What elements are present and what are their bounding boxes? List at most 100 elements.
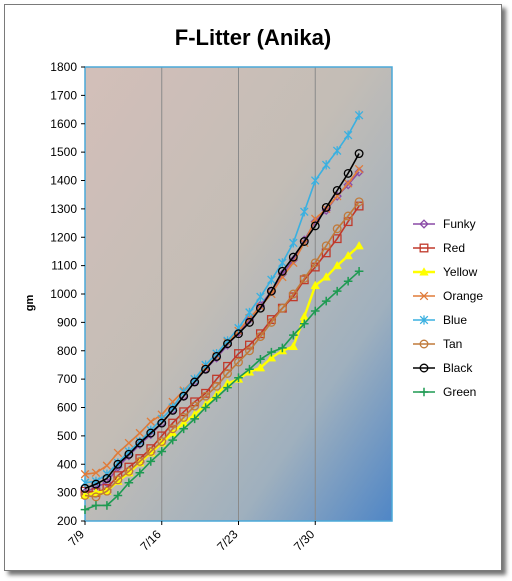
data-point-black — [168, 405, 178, 415]
legend-label-funky: Funky — [443, 217, 476, 231]
legend-label-blue: Blue — [443, 313, 467, 327]
data-point-black — [124, 449, 134, 459]
data-point-blue — [267, 275, 276, 285]
chart-svg: F-Litter (Anika) gm 200 300 400 500 600 700 80… — [24, 25, 483, 554]
data-point-green — [157, 447, 167, 456]
data-point-yellow — [354, 240, 364, 250]
data-point-tan — [310, 258, 320, 268]
data-point-tan — [299, 273, 309, 283]
data-point-blue — [310, 175, 320, 186]
data-point-tan — [332, 224, 342, 234]
data-point-orange — [102, 461, 112, 470]
legend-label-tan: Tan — [443, 337, 462, 351]
data-point-tan — [245, 346, 254, 356]
data-point-black — [212, 351, 222, 361]
y-tick-label: 1800 — [50, 60, 77, 74]
data-point-green — [113, 491, 123, 500]
data-point-black — [190, 377, 200, 387]
data-point-black — [266, 286, 276, 296]
data-point-tan — [343, 211, 353, 221]
data-point-black — [113, 459, 123, 469]
data-point-green — [332, 286, 342, 296]
data-point-green — [354, 267, 364, 276]
legend-marker-black — [419, 363, 429, 373]
series-tan — [80, 197, 364, 502]
data-point-green — [267, 347, 276, 357]
data-point-red — [168, 418, 178, 428]
legend-label-black: Black — [443, 361, 473, 375]
x-tick-label: 7/23 — [214, 527, 241, 554]
y-tick-label: 1400 — [50, 174, 77, 188]
data-point-orange — [135, 428, 145, 438]
data-point-orange — [80, 469, 90, 479]
data-point-black — [332, 185, 342, 195]
data-point-tan — [113, 475, 123, 485]
x-tick-label: 7/16 — [137, 527, 164, 554]
data-point-tan — [102, 486, 112, 496]
y-tick-label: 700 — [57, 372, 77, 386]
data-point-tan — [135, 456, 145, 466]
data-point-funky — [343, 180, 353, 190]
legend-item-yellow: Yellow — [413, 265, 478, 279]
data-point-green — [179, 424, 188, 434]
y-tick-label: 1000 — [50, 287, 77, 301]
data-point-black — [277, 266, 287, 276]
y-tick-label: 600 — [57, 401, 77, 415]
data-point-blue — [300, 207, 309, 217]
series-green — [80, 267, 364, 514]
data-point-green — [190, 414, 199, 424]
data-point-red — [343, 217, 353, 227]
data-point-blue — [135, 436, 145, 447]
y-tick-label: 500 — [57, 429, 77, 443]
legend-marker-blue — [419, 315, 429, 325]
data-point-orange — [343, 179, 353, 188]
data-point-blue — [343, 130, 353, 140]
data-point-orange — [146, 417, 156, 426]
data-point-black — [354, 149, 364, 158]
series-line-green — [84, 270, 360, 511]
legend-label-green: Green — [443, 385, 476, 399]
data-point-yellow — [343, 250, 353, 260]
data-point-black — [201, 364, 211, 374]
y-axis-label: gm — [24, 295, 36, 312]
legend-item-red: Red — [413, 241, 465, 255]
data-point-funky — [354, 167, 364, 177]
y-tick-label: 1700 — [50, 88, 77, 102]
data-point-green — [223, 383, 232, 392]
data-point-green — [102, 501, 112, 510]
data-point-black — [223, 339, 232, 349]
data-point-tan — [179, 412, 189, 422]
data-point-green — [80, 505, 90, 514]
data-point-tan — [234, 357, 243, 367]
data-point-blue — [278, 258, 287, 268]
y-tick-label: 800 — [57, 344, 77, 358]
data-point-green — [168, 435, 178, 445]
data-point-tan — [266, 317, 276, 327]
legend-label-red: Red — [443, 241, 465, 255]
data-point-tan — [157, 437, 167, 446]
legend-marker-funky — [419, 219, 429, 229]
series-line-red — [84, 205, 360, 494]
data-point-black — [179, 391, 189, 401]
data-point-black — [91, 479, 101, 489]
data-point-green — [321, 296, 331, 306]
x-tick-label: 7/9 — [65, 527, 87, 549]
data-point-tan — [168, 424, 178, 434]
data-point-green — [256, 354, 265, 364]
legend-item-tan: Tan — [413, 337, 462, 351]
data-point-tan — [146, 447, 156, 456]
data-point-tan — [201, 391, 211, 401]
data-point-green — [91, 501, 101, 510]
data-point-black — [343, 168, 353, 178]
data-point-black — [80, 483, 90, 493]
data-point-red — [234, 349, 243, 359]
chart-frame: F-Litter (Anika) gm 200 300 400 500 600 700 80… — [4, 4, 502, 571]
data-point-yellow — [288, 341, 299, 351]
data-point-tan — [255, 332, 265, 342]
data-point-green — [299, 319, 309, 329]
legend-marker-red — [419, 243, 429, 253]
data-point-black — [245, 317, 254, 327]
series-line-yellow — [84, 244, 360, 497]
data-point-green — [201, 403, 210, 412]
data-point-tan — [321, 241, 331, 251]
